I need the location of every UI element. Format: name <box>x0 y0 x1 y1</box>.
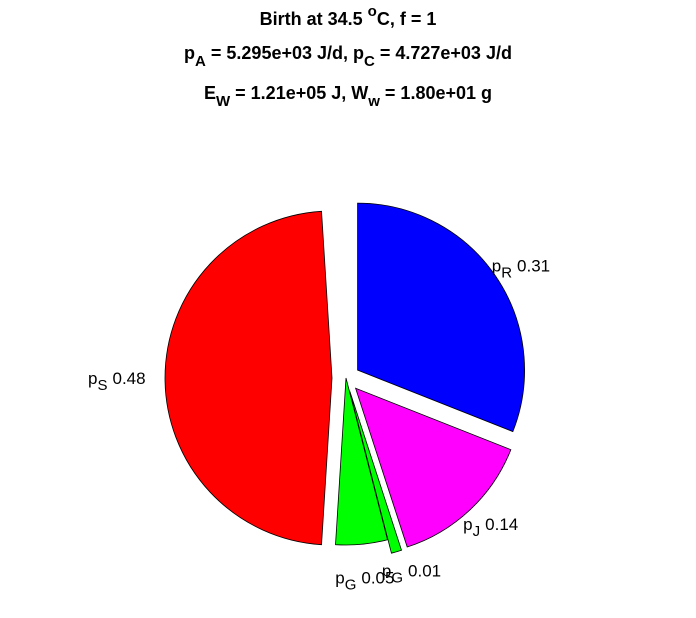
pie-slice <box>354 387 512 548</box>
title-segment: o <box>368 3 377 20</box>
label-base: p <box>382 561 391 580</box>
label-base: p <box>463 515 472 534</box>
label-value: 0.48 <box>113 369 146 388</box>
title-segment: A <box>195 53 206 70</box>
title-segment: E <box>204 83 216 103</box>
slice-label: pJ 0.14 <box>463 515 518 540</box>
title-segment: C <box>364 53 375 70</box>
label-value: 0.01 <box>408 561 441 580</box>
label-sub: S <box>97 377 107 394</box>
label-base: p <box>335 569 344 588</box>
title-segment: C, f = 1 <box>377 9 437 29</box>
slice-label: pR 0.31 <box>492 256 550 281</box>
slice-label: pG 0.01 <box>382 561 441 586</box>
label-value: 0.05 <box>361 569 394 588</box>
chart-title-line: EW = 1.21e+05 J, Ww = 1.80e+01 g <box>204 83 492 110</box>
pie-slice <box>357 202 525 433</box>
label-sub: G <box>345 577 357 594</box>
label-base: p <box>492 256 501 275</box>
label-sub: G <box>391 569 403 586</box>
title-segment: = 4.727e+03 J/d <box>375 43 512 63</box>
title-segment: p <box>184 43 195 63</box>
title-segment: Birth at 34.5 <box>260 9 368 29</box>
slice-label: pS 0.48 <box>88 369 146 394</box>
pie-slice <box>164 210 333 546</box>
pie-slice <box>335 377 389 546</box>
title-segment: = 5.295e+03 J/d, p <box>206 43 364 63</box>
chart-title-line: Birth at 34.5 oC, f = 1 <box>260 3 437 29</box>
label-sub: J <box>473 523 481 540</box>
chart-title-line: pA = 5.295e+03 J/d, pC = 4.727e+03 J/d <box>184 43 512 70</box>
label-value: 0.31 <box>517 256 550 275</box>
title-segment: = 1.21e+05 J, W <box>230 83 368 103</box>
title-segment: W <box>216 93 231 110</box>
title-segment: w <box>367 93 380 110</box>
slice-label: pG 0.05 <box>335 569 394 594</box>
pie-slice <box>349 391 403 554</box>
label-base: p <box>88 369 97 388</box>
label-value: 0.14 <box>485 515 518 534</box>
label-sub: R <box>501 264 512 281</box>
title-segment: = 1.80e+01 g <box>380 83 492 103</box>
